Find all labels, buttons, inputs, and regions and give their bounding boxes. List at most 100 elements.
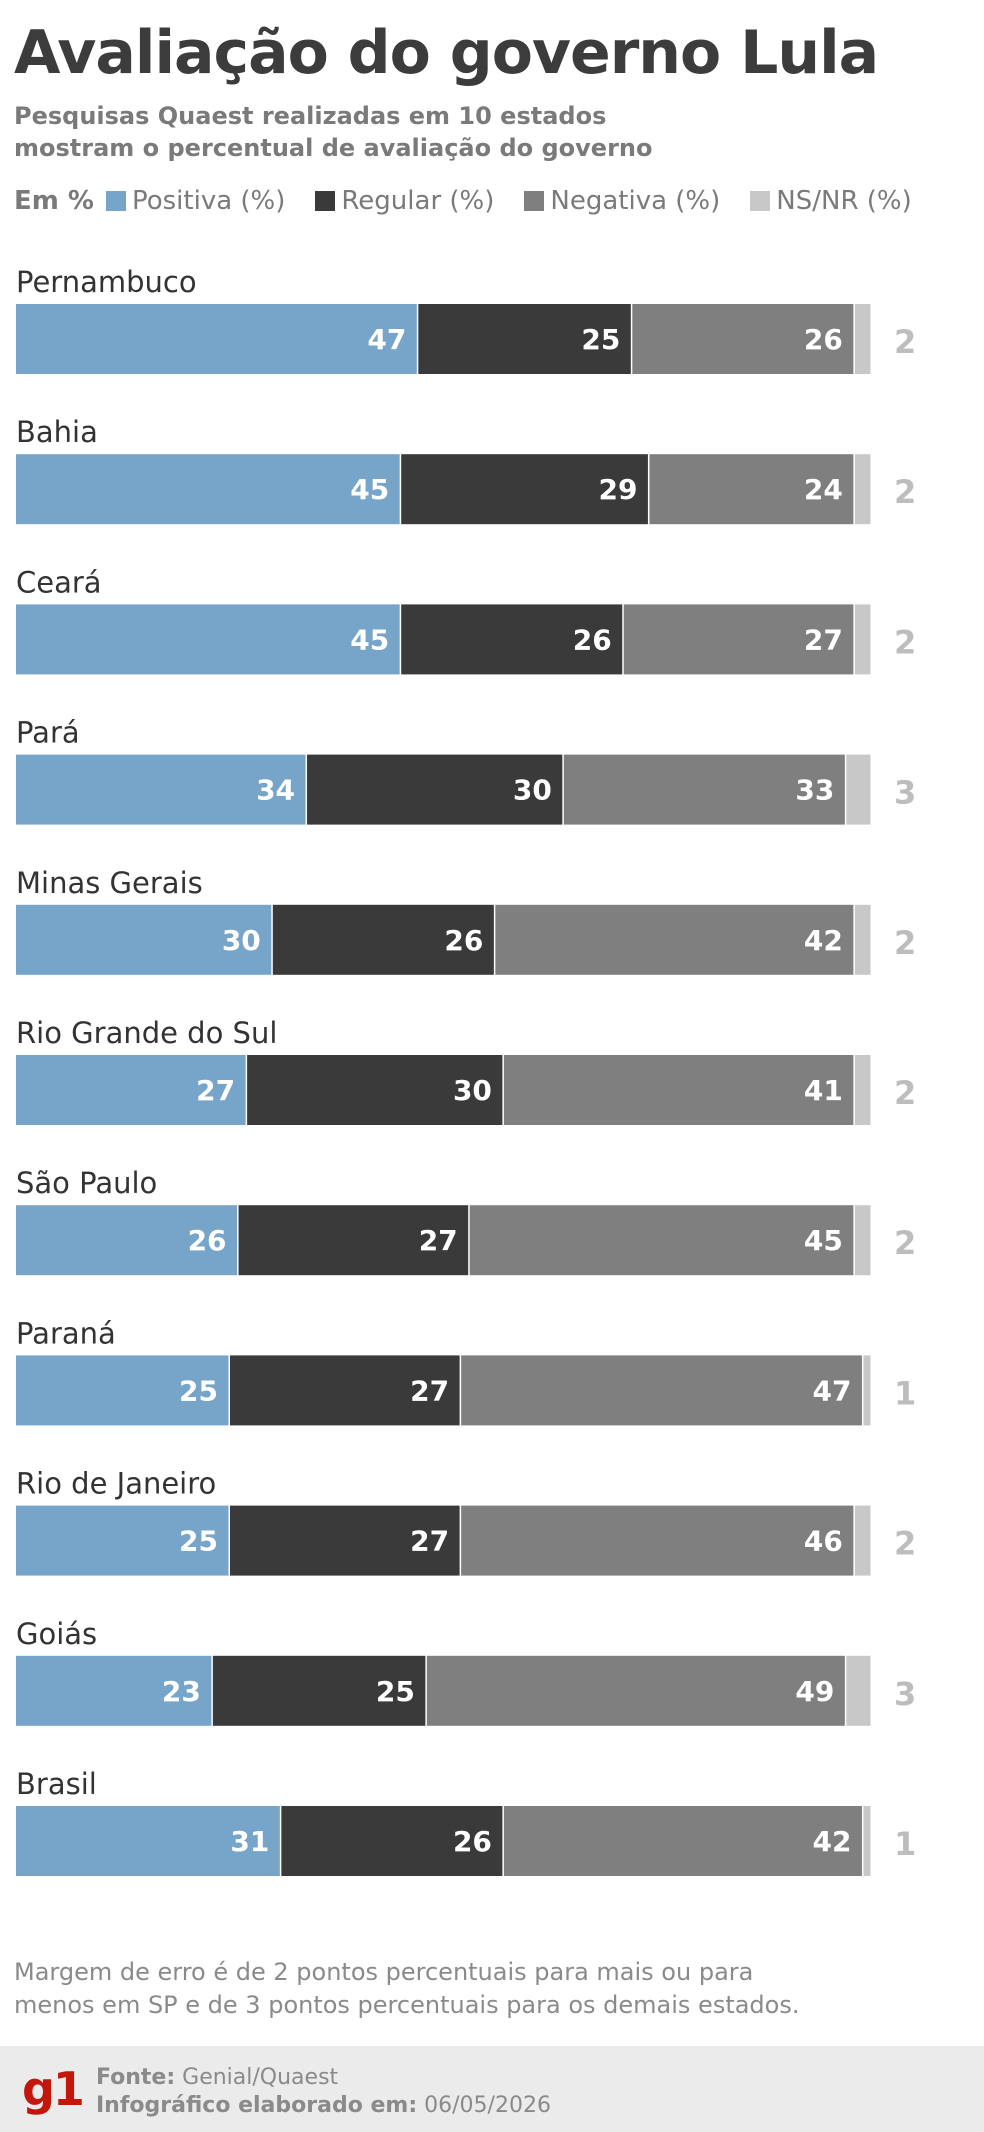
bar-row-rio-grande-do-sul: Rio Grande do Sul 27 30 41 2 <box>16 1016 916 1125</box>
bar-segment-minas-gerais-negativa <box>495 904 854 975</box>
category-label-sao-paulo: São Paulo <box>16 1166 157 1200</box>
date-value: 06/05/2026 <box>424 2093 551 2118</box>
value-label-bahia-negativa: 24 <box>804 473 843 506</box>
subtitle-line-1: Pesquisas Quaest realizadas em 10 estado… <box>14 102 607 130</box>
bar-segment-bahia-negativa <box>649 454 854 525</box>
bar-row-parana: Paraná 25 27 47 1 <box>16 1316 916 1426</box>
bar-segment-para-ns-nr <box>846 754 871 825</box>
bar-segment-para-positiva <box>16 754 306 825</box>
subtitle: Pesquisas Quaest realizadas em 10 estado… <box>14 100 954 164</box>
value-label-parana-regular: 27 <box>410 1374 449 1407</box>
bar-segment-parana-positiva <box>16 1355 229 1426</box>
bar-segment-bahia-positiva <box>16 454 400 525</box>
value-label-pernambuco-ns-nr: 2 <box>894 323 916 361</box>
legend-item-negativa: Negativa (%) <box>524 186 720 216</box>
bar-segment-rio-de-janeiro-positiva <box>16 1505 229 1576</box>
value-label-goias-negativa: 49 <box>795 1675 834 1708</box>
legend-swatch-positiva <box>105 191 126 211</box>
value-label-pernambuco-negativa: 26 <box>804 323 843 356</box>
source-line: Fonte: Genial/Quaest <box>96 2064 551 2092</box>
bar-segment-parana-ns-nr <box>863 1355 871 1426</box>
bar-row-goias: Goiás 23 25 49 3 <box>16 1617 916 1726</box>
bar-segment-brasil-regular <box>281 1806 503 1876</box>
value-label-para-regular: 30 <box>513 774 552 807</box>
bar-segment-brasil-positiva <box>16 1806 280 1876</box>
bar-segment-rio-de-janeiro-ns-nr <box>854 1505 871 1576</box>
value-label-ceara-regular: 26 <box>573 623 612 656</box>
value-label-ceara-negativa: 27 <box>804 623 843 656</box>
bar-segment-rio-de-janeiro-regular <box>230 1505 460 1576</box>
value-label-brasil-negativa: 42 <box>812 1825 851 1858</box>
value-label-parana-negativa: 47 <box>812 1374 851 1407</box>
value-label-minas-gerais-ns-nr: 2 <box>894 924 916 962</box>
bar-segment-rio-grande-do-sul-regular <box>247 1055 503 1125</box>
date-line: Infográfico elaborado em: 06/05/2026 <box>96 2092 551 2120</box>
legend-unit-label: Em % <box>14 186 94 216</box>
value-label-pernambuco-positiva: 47 <box>367 323 406 356</box>
bar-segment-ceara-ns-nr <box>854 604 871 675</box>
category-label-rio-de-janeiro: Rio de Janeiro <box>16 1467 216 1501</box>
legend-swatch-negativa <box>524 191 545 211</box>
margin-of-error-note: Margem de erro é de 2 pontos percentuais… <box>14 1956 914 2022</box>
legend: Em % Positiva (%) Regular (%) Negativa (… <box>14 186 942 216</box>
bar-row-pernambuco: Pernambuco 47 25 26 2 <box>16 265 916 374</box>
page-title: Avaliação do governo Lula <box>14 18 879 88</box>
value-label-para-ns-nr: 3 <box>894 774 916 812</box>
value-label-ceara-positiva: 45 <box>350 623 389 656</box>
bar-segment-rio-de-janeiro-negativa <box>461 1505 854 1576</box>
category-label-pernambuco: Pernambuco <box>16 265 197 299</box>
date-label: Infográfico elaborado em: <box>96 2093 418 2118</box>
bar-segment-minas-gerais-regular <box>272 904 494 975</box>
value-label-minas-gerais-positiva: 30 <box>222 924 261 957</box>
bar-segment-sao-paulo-regular <box>238 1205 469 1276</box>
bar-segment-bahia-ns-nr <box>854 454 871 525</box>
bar-row-brasil: Brasil 31 26 42 1 <box>16 1767 916 1876</box>
legend-label-regular: Regular (%) <box>341 186 495 216</box>
value-label-bahia-ns-nr: 2 <box>894 473 916 511</box>
value-label-pernambuco-regular: 25 <box>581 323 620 356</box>
legend-item-nsnr: NS/NR (%) <box>750 186 912 216</box>
value-label-rio-grande-do-sul-ns-nr: 2 <box>894 1074 916 1112</box>
footer-credits: Fonte: Genial/Quaest Infográfico elabora… <box>96 2064 551 2120</box>
g1-logo: g1 <box>22 2062 85 2116</box>
legend-item-regular: Regular (%) <box>315 186 494 216</box>
value-label-brasil-positiva: 31 <box>230 1825 269 1858</box>
bar-row-bahia: Bahia 45 29 24 2 <box>16 415 916 525</box>
value-label-minas-gerais-regular: 26 <box>444 924 483 957</box>
bar-segment-sao-paulo-ns-nr <box>854 1205 871 1276</box>
category-label-goias: Goiás <box>16 1617 97 1651</box>
bar-segment-pernambuco-ns-nr <box>854 304 871 374</box>
value-label-para-positiva: 34 <box>256 774 295 807</box>
legend-label-nsnr: NS/NR (%) <box>776 186 912 216</box>
bar-segment-brasil-negativa <box>503 1806 862 1876</box>
legend-label-negativa: Negativa (%) <box>550 186 721 216</box>
bar-segment-pernambuco-negativa <box>632 304 854 374</box>
bar-segment-goias-negativa <box>426 1655 845 1726</box>
bar-row-minas-gerais: Minas Gerais 30 26 42 2 <box>16 866 916 975</box>
value-label-rio-grande-do-sul-regular: 30 <box>453 1074 492 1107</box>
value-label-minas-gerais-negativa: 42 <box>804 924 843 957</box>
value-label-rio-grande-do-sul-negativa: 41 <box>804 1074 843 1107</box>
value-label-sao-paulo-ns-nr: 2 <box>894 1224 916 1262</box>
source-value: Genial/Quaest <box>182 2065 339 2090</box>
value-label-bahia-positiva: 45 <box>350 473 389 506</box>
bar-segment-ceara-positiva <box>16 604 400 675</box>
bar-row-rio-de-janeiro: Rio de Janeiro 25 27 46 2 <box>16 1467 916 1576</box>
source-label: Fonte: <box>96 2065 176 2090</box>
value-label-bahia-regular: 29 <box>598 473 637 506</box>
category-label-minas-gerais: Minas Gerais <box>16 866 203 900</box>
category-label-bahia: Bahia <box>16 415 98 449</box>
bar-segment-ceara-regular <box>401 604 623 675</box>
bar-segment-rio-grande-do-sul-positiva <box>16 1055 246 1125</box>
value-label-sao-paulo-regular: 27 <box>419 1224 458 1257</box>
value-label-ceara-ns-nr: 2 <box>894 623 916 661</box>
value-label-sao-paulo-positiva: 26 <box>188 1224 227 1257</box>
category-label-brasil: Brasil <box>16 1767 97 1801</box>
bar-segment-rio-grande-do-sul-negativa <box>503 1055 854 1125</box>
margin-note-line-1: Margem de erro é de 2 pontos percentuais… <box>14 1958 754 1986</box>
value-label-goias-positiva: 23 <box>162 1675 201 1708</box>
value-label-rio-de-janeiro-negativa: 46 <box>804 1525 843 1558</box>
value-label-brasil-regular: 26 <box>453 1825 492 1858</box>
